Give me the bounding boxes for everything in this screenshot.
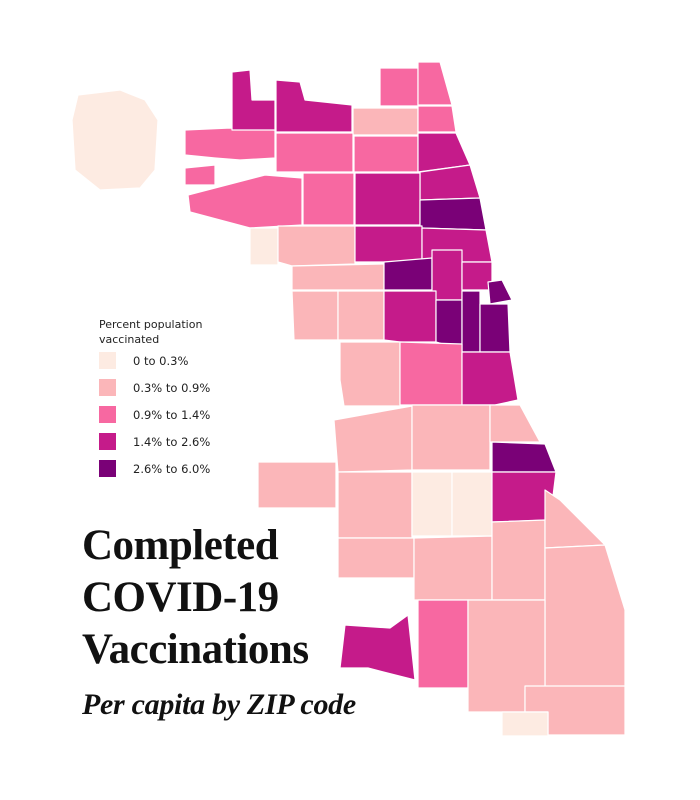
- zip-region: [501, 711, 549, 737]
- zip-region: [461, 261, 493, 291]
- legend-swatch: [99, 433, 116, 450]
- zip-region: [337, 537, 415, 579]
- zip-region: [354, 172, 421, 226]
- legend-label: 0 to 0.3%: [133, 353, 189, 368]
- zip-region: [491, 441, 557, 473]
- zip-region: [187, 174, 303, 229]
- zip-region: [354, 225, 423, 263]
- legend-swatch: [99, 352, 116, 369]
- zip-region: [184, 127, 276, 161]
- legend-label: 0.3% to 0.9%: [133, 380, 211, 395]
- zip-region: [461, 290, 481, 353]
- zip-region: [337, 471, 413, 539]
- legend-title: Percent population vaccinated: [99, 318, 203, 346]
- zip-region: [383, 257, 433, 291]
- legend-label: 0.9% to 1.4%: [133, 407, 211, 422]
- legend-swatch: [99, 379, 116, 396]
- map-legend: Percent population vaccinated 0 to 0.3% …: [99, 317, 239, 482]
- legend-swatch: [99, 406, 116, 423]
- zip-region: [277, 225, 356, 267]
- zip-region: [71, 89, 159, 191]
- legend-swatch: [99, 460, 116, 477]
- zip-region: [399, 341, 463, 406]
- zip-region: [353, 135, 419, 173]
- legend-label: 1.4% to 2.6%: [133, 434, 211, 449]
- zip-region: [339, 341, 401, 407]
- title-line: Completed: [82, 522, 279, 569]
- zip-region: [419, 197, 487, 231]
- zip-region: [491, 519, 546, 601]
- zip-region: [411, 471, 453, 537]
- legend-item: 0 to 0.3%: [99, 347, 239, 374]
- zip-region: [417, 61, 453, 106]
- legend-label: 2.6% to 6.0%: [133, 461, 211, 476]
- legend-item: 1.4% to 2.6%: [99, 428, 239, 455]
- zip-region: [461, 351, 519, 406]
- zip-region: [413, 535, 493, 601]
- zip-region: [544, 544, 626, 691]
- zip-region: [333, 405, 413, 473]
- zip-region: [275, 132, 354, 173]
- legend-item: 0.3% to 0.9%: [99, 374, 239, 401]
- zip-region: [339, 614, 416, 681]
- zip-region: [451, 471, 493, 537]
- zip-region: [275, 79, 353, 133]
- zip-region: [419, 164, 481, 201]
- zip-region: [291, 263, 385, 291]
- zip-region: [479, 303, 511, 353]
- zip-region: [231, 69, 276, 131]
- zip-region: [417, 105, 457, 133]
- zip-region: [352, 107, 419, 136]
- zip-region: [337, 290, 385, 341]
- legend-item: 0.9% to 1.4%: [99, 401, 239, 428]
- zip-region: [184, 164, 216, 186]
- zip-region: [291, 290, 339, 341]
- title-line: COVID-19: [82, 574, 279, 621]
- zip-region: [302, 172, 355, 226]
- zip-region: [417, 599, 469, 689]
- map-subtitle: Per capita by ZIP code: [82, 688, 356, 721]
- zip-region: [383, 290, 437, 343]
- zip-region: [411, 404, 491, 471]
- legend-item: 2.6% to 6.0%: [99, 455, 239, 482]
- zip-region: [487, 279, 513, 305]
- title-line: Vaccinations: [82, 626, 309, 673]
- zip-region: [544, 489, 606, 549]
- zip-region: [249, 227, 279, 266]
- zip-region: [379, 67, 419, 107]
- zip-region: [435, 299, 463, 351]
- zip-region: [257, 461, 337, 509]
- zip-region: [489, 404, 541, 443]
- map-title: Completed COVID-19 Vaccinations: [82, 520, 309, 676]
